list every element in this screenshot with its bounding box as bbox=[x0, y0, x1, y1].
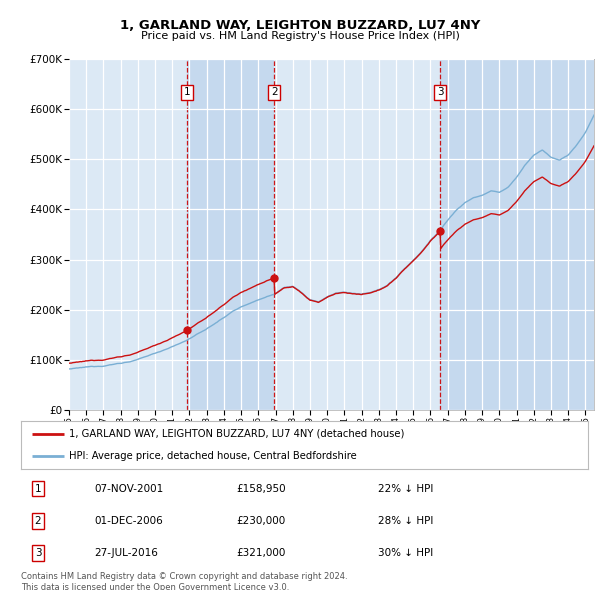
Text: 3: 3 bbox=[35, 548, 41, 558]
Bar bbox=[440, 59, 594, 410]
Text: 1: 1 bbox=[35, 484, 41, 494]
Text: Contains HM Land Registry data © Crown copyright and database right 2024.
This d: Contains HM Land Registry data © Crown c… bbox=[21, 572, 347, 590]
Text: £321,000: £321,000 bbox=[236, 548, 286, 558]
Text: 22% ↓ HPI: 22% ↓ HPI bbox=[378, 484, 434, 494]
Text: 30% ↓ HPI: 30% ↓ HPI bbox=[378, 548, 433, 558]
Text: 3: 3 bbox=[437, 87, 443, 97]
Text: 28% ↓ HPI: 28% ↓ HPI bbox=[378, 516, 434, 526]
Text: 1, GARLAND WAY, LEIGHTON BUZZARD, LU7 4NY: 1, GARLAND WAY, LEIGHTON BUZZARD, LU7 4N… bbox=[120, 19, 480, 32]
Text: 01-DEC-2006: 01-DEC-2006 bbox=[95, 516, 163, 526]
Text: £230,000: £230,000 bbox=[236, 516, 286, 526]
Text: 07-NOV-2001: 07-NOV-2001 bbox=[95, 484, 164, 494]
Text: 2: 2 bbox=[271, 87, 277, 97]
Bar bbox=[187, 59, 274, 410]
Text: HPI: Average price, detached house, Central Bedfordshire: HPI: Average price, detached house, Cent… bbox=[69, 451, 357, 461]
Text: 2: 2 bbox=[35, 516, 41, 526]
Text: 27-JUL-2016: 27-JUL-2016 bbox=[95, 548, 158, 558]
Text: 1, GARLAND WAY, LEIGHTON BUZZARD, LU7 4NY (detached house): 1, GARLAND WAY, LEIGHTON BUZZARD, LU7 4N… bbox=[69, 429, 404, 439]
Text: £158,950: £158,950 bbox=[236, 484, 286, 494]
Text: Price paid vs. HM Land Registry's House Price Index (HPI): Price paid vs. HM Land Registry's House … bbox=[140, 31, 460, 41]
Text: 1: 1 bbox=[184, 87, 190, 97]
